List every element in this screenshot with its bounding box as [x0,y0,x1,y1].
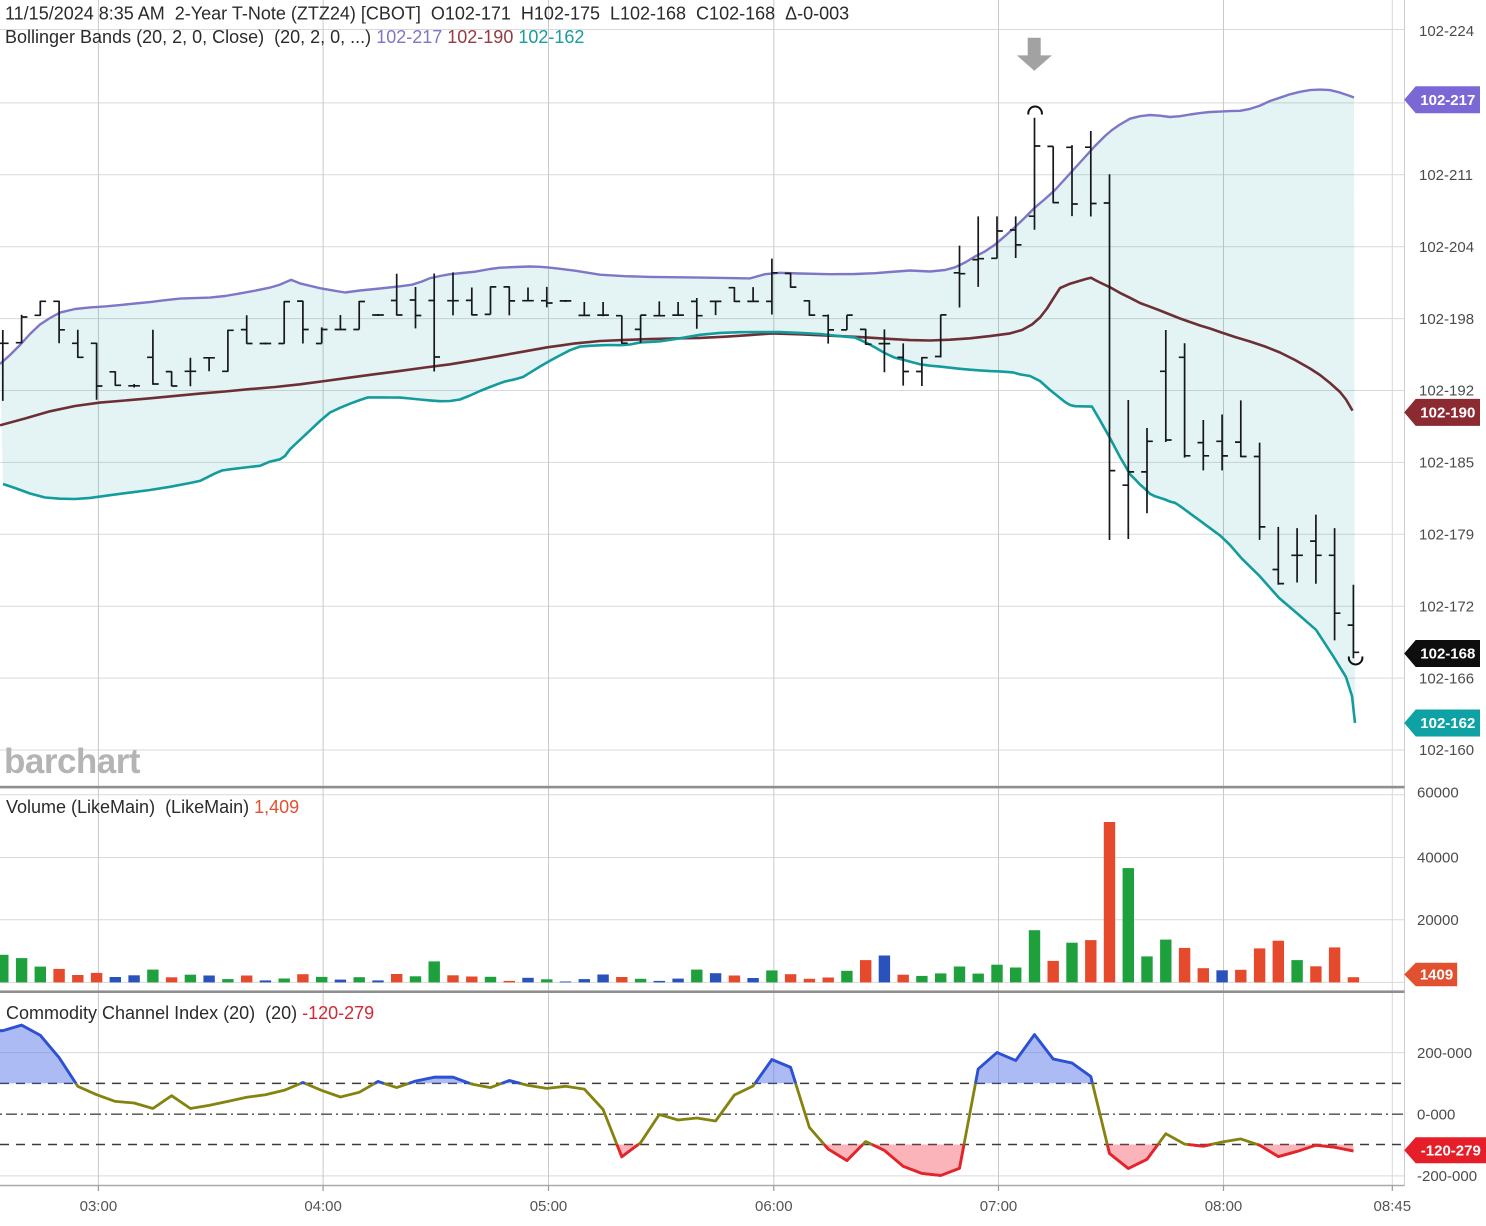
svg-text:102-217: 102-217 [1420,92,1475,109]
svg-text:102-168: 102-168 [1420,646,1475,663]
svg-text:102-162: 102-162 [1420,715,1475,732]
svg-text:08:00: 08:00 [1205,1198,1243,1215]
svg-text:102-204: 102-204 [1419,239,1474,256]
svg-text:102-179: 102-179 [1419,527,1474,544]
svg-text:04:00: 04:00 [304,1198,342,1215]
svg-text:05:00: 05:00 [530,1198,568,1215]
svg-text:03:00: 03:00 [80,1198,118,1215]
svg-text:Volume (LikeMain) (LikeMain): Volume (LikeMain) (LikeMain) 1,409 [6,797,299,817]
svg-text:102-198: 102-198 [1419,311,1474,328]
svg-text:20000: 20000 [1417,912,1459,929]
svg-text:-200-000: -200-000 [1417,1168,1477,1185]
svg-text:102-185: 102-185 [1419,455,1474,472]
svg-text:102-160: 102-160 [1419,742,1474,759]
svg-text:200-000: 200-000 [1417,1045,1472,1062]
svg-text:08:45: 08:45 [1374,1198,1412,1215]
svg-text:0-000: 0-000 [1417,1106,1455,1123]
svg-text:11/15/2024 8:35 AM 2-Year T-N: 11/15/2024 8:35 AM 2-Year T-Note (ZTZ24)… [5,4,849,24]
svg-text:Commodity Channel Index (20): Commodity Channel Index (20) (20) -120-2… [6,1003,374,1023]
svg-text:102-224: 102-224 [1419,23,1474,40]
svg-text:-120-279: -120-279 [1421,1143,1481,1160]
svg-text:07:00: 07:00 [980,1198,1018,1215]
svg-text:Bollinger Bands (20, 2, 0, Clo: Bollinger Bands (20, 2, 0, Close) (20, 2… [5,27,584,47]
svg-text:102-190: 102-190 [1420,405,1475,422]
svg-text:102-166: 102-166 [1419,670,1474,687]
svg-text:06:00: 06:00 [755,1198,793,1215]
svg-text:60000: 60000 [1417,784,1459,801]
svg-text:barchart: barchart [4,742,141,781]
svg-text:40000: 40000 [1417,850,1459,867]
svg-text:102-211: 102-211 [1419,167,1473,184]
svg-text:102-172: 102-172 [1419,598,1474,615]
svg-text:1409: 1409 [1420,967,1453,984]
svg-text:102-192: 102-192 [1419,383,1474,400]
